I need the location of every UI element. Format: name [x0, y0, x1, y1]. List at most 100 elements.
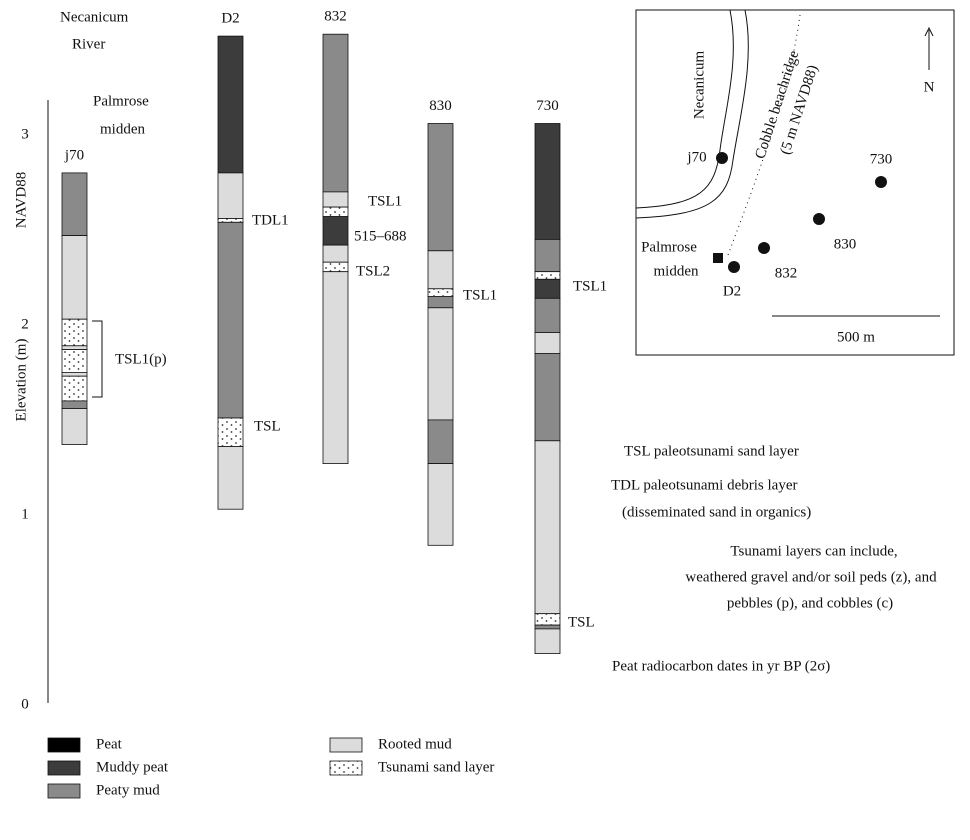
layer: [428, 420, 453, 464]
legend-swatch: [48, 761, 80, 775]
layer: [218, 418, 243, 447]
note: weathered gravel and/or soil peds (z), a…: [685, 569, 937, 585]
site-label: 730: [870, 151, 893, 167]
layer: [62, 409, 87, 445]
note: (disseminated sand in organics): [622, 504, 811, 520]
layer: [535, 279, 560, 298]
place-label: Palmrose: [93, 93, 149, 109]
column-name: 832: [324, 9, 347, 25]
layer: [218, 219, 243, 223]
layer: [62, 376, 87, 401]
site: [728, 261, 740, 273]
site: [813, 213, 825, 225]
layer: [428, 289, 453, 297]
layer: [535, 441, 560, 614]
column-name: D2: [221, 11, 239, 27]
legend-swatch: [330, 761, 362, 775]
layer: [535, 239, 560, 271]
map: Necanicum Cobble beachridge (5 m NAVD88)…: [636, 10, 954, 355]
annotation: TSL2: [356, 263, 390, 279]
site: [758, 242, 770, 254]
site: [716, 152, 728, 164]
site: [875, 176, 887, 188]
layer: [428, 464, 453, 546]
annotation: TSL1: [368, 193, 402, 209]
scale-label: 500 m: [837, 329, 875, 345]
legend-swatch: [48, 738, 80, 752]
legend-label: Peat: [96, 736, 123, 752]
note: Peat radiocarbon dates in yr BP (2σ): [612, 658, 830, 674]
annotation: TSL1(p): [115, 351, 167, 367]
note: TDL paleotsunami debris layer: [611, 477, 797, 493]
map-label: midden: [654, 263, 699, 279]
y-tick-label: 1: [21, 506, 29, 522]
site-label: 832: [775, 265, 798, 281]
legend-label: Tsunami sand layer: [378, 759, 494, 775]
layer: [323, 192, 348, 207]
layer: [62, 401, 87, 409]
layer: [62, 319, 87, 346]
layer: [535, 124, 560, 240]
place-label: Necanicum: [60, 9, 129, 25]
note: TSL paleotsunami sand layer: [624, 443, 799, 459]
layer: [428, 251, 453, 289]
site-label: D2: [723, 283, 741, 299]
note: Tsunami layers can include,: [730, 543, 897, 559]
layer: [62, 236, 87, 320]
layer: [323, 217, 348, 246]
y-tick-label: 0: [21, 696, 29, 712]
place-label: midden: [100, 121, 145, 137]
layer: [62, 372, 87, 376]
layer: [323, 245, 348, 262]
y-tick-label: 2: [21, 316, 29, 332]
layer: [218, 222, 243, 418]
layer: [62, 350, 87, 373]
annotation: TDL1: [252, 212, 289, 228]
annotation: TSL: [568, 614, 595, 630]
layer: [428, 296, 453, 307]
legend-swatch: [48, 784, 80, 798]
layer: [428, 308, 453, 420]
layer: [535, 625, 560, 629]
column-name: 730: [536, 98, 559, 114]
layer: [323, 207, 348, 217]
figure: 0 1 2 3 j70 D2 832 830 730 Peat Muddy peat Peaty mu…: [0, 0, 970, 840]
layer: [535, 272, 560, 280]
layer: [535, 333, 560, 354]
site-label: 830: [834, 236, 857, 252]
layer: [323, 34, 348, 192]
legend-label: Peaty mud: [96, 782, 160, 798]
axis-datum: NAVD88: [13, 172, 29, 228]
map-label: N: [924, 79, 935, 95]
legend-label: Muddy peat: [96, 759, 169, 775]
axis-title: Elevation (m): [13, 339, 29, 422]
column-name: j70: [64, 147, 84, 163]
column-name: 830: [429, 98, 452, 114]
layer: [428, 124, 453, 251]
place-label: River: [72, 36, 105, 52]
layer: [218, 36, 243, 173]
layer: [323, 272, 348, 464]
site-label: j70: [686, 149, 706, 165]
layer: [218, 173, 243, 219]
layer: [62, 173, 87, 236]
annotation: TSL1: [463, 287, 497, 303]
layer: [535, 629, 560, 654]
annotation: 515–688: [354, 228, 407, 244]
layer: [535, 614, 560, 625]
layer: [62, 346, 87, 350]
midden-marker: [713, 253, 723, 263]
layer: [218, 447, 243, 510]
layer: [323, 262, 348, 272]
note: pebbles (p), and cobbles (c): [727, 595, 893, 611]
legend-swatch: [330, 738, 362, 752]
map-label: Palmrose: [641, 239, 697, 255]
legend-label: Rooted mud: [378, 736, 452, 752]
layer: [535, 353, 560, 440]
annotation: TSL: [254, 418, 281, 434]
layer: [535, 298, 560, 332]
annotation: TSL1: [573, 278, 607, 294]
y-tick-label: 3: [21, 126, 29, 142]
bracket: [92, 321, 102, 397]
map-label: Necanicum: [691, 51, 707, 120]
